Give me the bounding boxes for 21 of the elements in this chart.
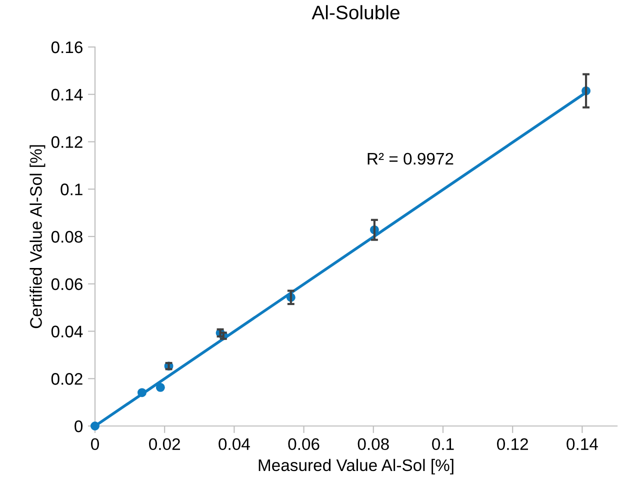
y-tick-label: 0.14 xyxy=(51,88,83,101)
y-tick-label: 0 xyxy=(74,420,83,432)
x-tick-label: 0.14 xyxy=(566,438,598,450)
x-tick-label: 0.02 xyxy=(149,438,180,450)
x-tick-label: 0.1 xyxy=(432,438,454,450)
x-axis-title: Measured Value Al-Sol [%] xyxy=(258,458,454,474)
x-tick-label: 0.06 xyxy=(288,438,320,450)
annotation: R² = 0.9972 xyxy=(368,152,454,165)
chart-title: Al-Soluble xyxy=(312,5,400,20)
y-tick-label: 0.16 xyxy=(51,41,82,54)
x-tick-label: 0.08 xyxy=(358,438,389,450)
y-tick-label: 0.1 xyxy=(60,184,82,196)
y-tick-label: 0.04 xyxy=(51,326,83,338)
x-tick-label: 0.04 xyxy=(218,438,250,450)
y-tick-label: 0.12 xyxy=(51,136,82,148)
y-tick-label: 0.02 xyxy=(51,373,82,385)
y-tick-label: 0.06 xyxy=(51,278,82,290)
x-tick-label: 0 xyxy=(91,438,99,450)
y-axis-title: Certified Value Al-Sol [%] xyxy=(30,145,46,328)
y-tick-label: 0.08 xyxy=(51,230,82,243)
x-tick-label: 0.12 xyxy=(497,438,528,450)
